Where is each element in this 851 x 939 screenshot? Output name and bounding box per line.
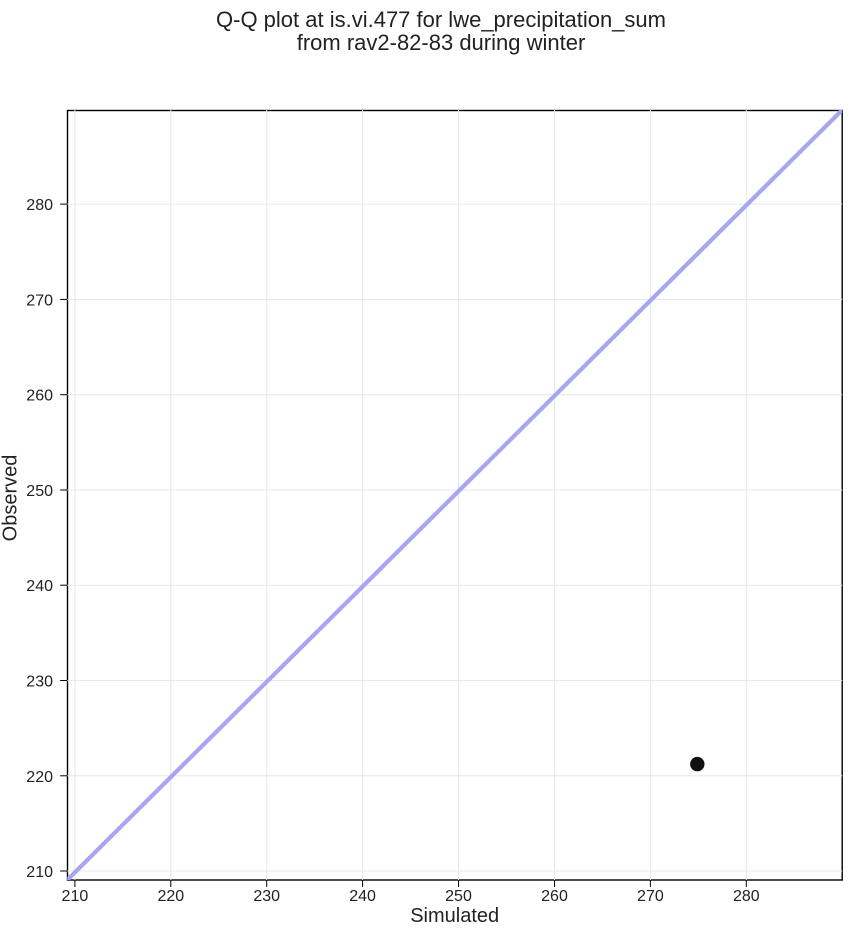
svg-text:240: 240 bbox=[26, 578, 53, 595]
svg-text:220: 220 bbox=[157, 888, 184, 905]
svg-text:240: 240 bbox=[349, 888, 376, 905]
svg-text:280: 280 bbox=[733, 888, 760, 905]
svg-text:270: 270 bbox=[26, 292, 53, 309]
svg-text:250: 250 bbox=[26, 483, 53, 500]
svg-text:210: 210 bbox=[62, 888, 89, 905]
svg-text:250: 250 bbox=[445, 888, 472, 905]
svg-text:210: 210 bbox=[26, 864, 53, 881]
svg-text:Observed: Observed bbox=[0, 455, 22, 542]
svg-text:280: 280 bbox=[26, 197, 53, 214]
svg-text:230: 230 bbox=[253, 888, 280, 905]
svg-text:270: 270 bbox=[637, 888, 664, 905]
svg-text:260: 260 bbox=[541, 888, 568, 905]
svg-text:260: 260 bbox=[26, 388, 53, 405]
svg-text:230: 230 bbox=[26, 674, 53, 691]
svg-text:220: 220 bbox=[26, 769, 53, 786]
svg-text:Simulated: Simulated bbox=[410, 905, 499, 927]
